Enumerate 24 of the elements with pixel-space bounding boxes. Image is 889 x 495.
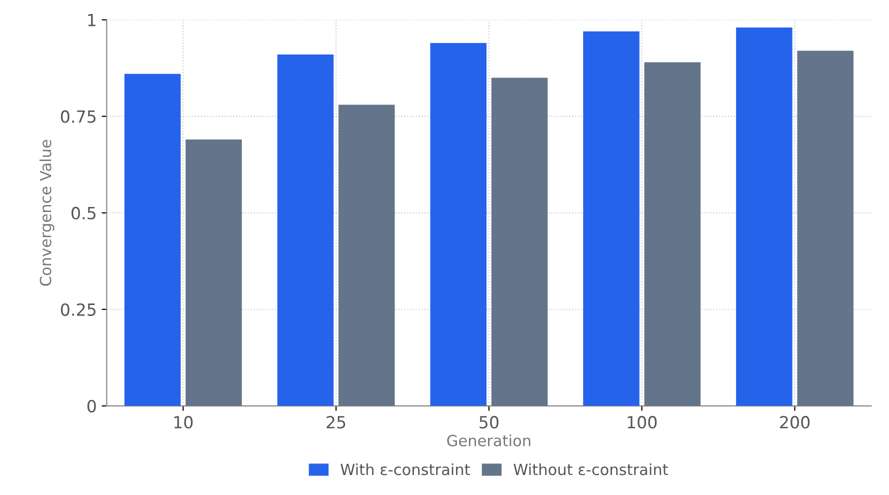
- bar: [736, 28, 792, 406]
- x-tick-label: 50: [480, 416, 498, 429]
- x-axis-title: Generation: [447, 434, 530, 446]
- x-tick-label: 200: [780, 416, 810, 429]
- x-tick-label: 25: [326, 416, 346, 429]
- y-axis-title: Convergence Value: [40, 140, 54, 286]
- bar: [797, 50, 854, 406]
- bar: [583, 31, 640, 406]
- legend-label: With ε-constraint: [340, 463, 470, 476]
- bar: [338, 104, 395, 406]
- bar: [277, 54, 334, 406]
- y-tick-label: 0.5: [72, 206, 96, 220]
- bar: [644, 62, 701, 406]
- y-tick-label: 1: [88, 14, 96, 26]
- bar: [491, 78, 548, 406]
- y-tick-label: 0.25: [60, 303, 96, 316]
- legend-label: Without ε-constraint: [514, 463, 668, 476]
- y-tick-label: 0: [87, 400, 96, 412]
- bar: [186, 139, 242, 406]
- y-tick-label: 0.75: [60, 110, 96, 123]
- bar: [124, 74, 181, 406]
- x-tick-label: 10: [174, 416, 193, 429]
- bar: [430, 42, 487, 406]
- x-tick-label: 100: [628, 416, 657, 429]
